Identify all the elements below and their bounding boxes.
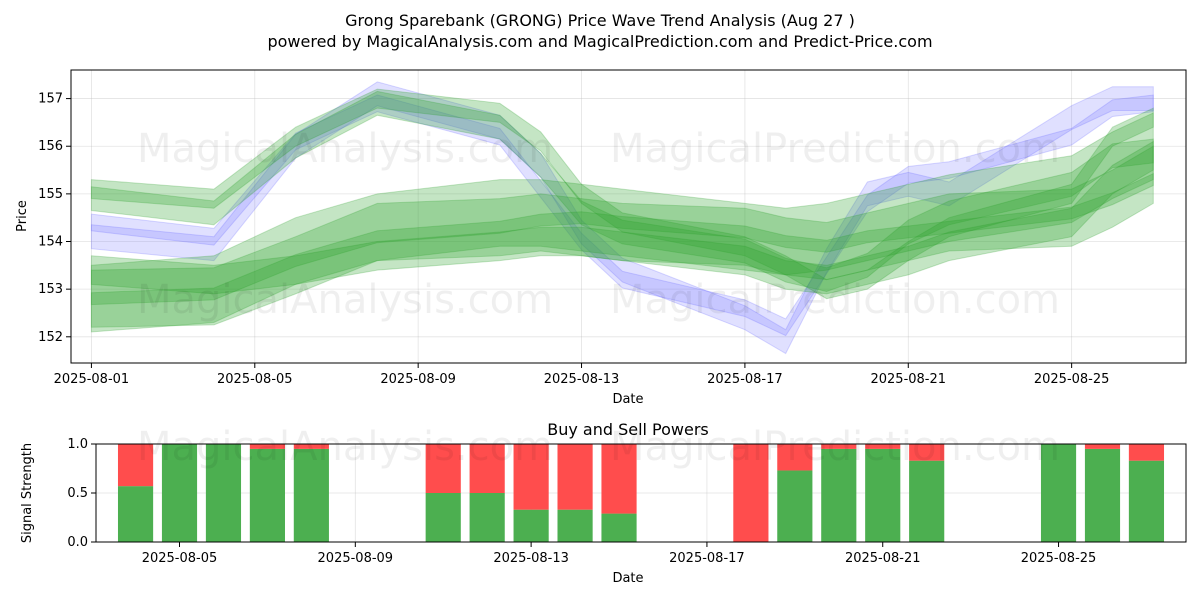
- price-y-label: Price: [15, 200, 30, 232]
- buy-bar: [821, 448, 857, 542]
- signal-x-tick-label: 2025-08-21: [845, 551, 921, 566]
- sell-bar: [865, 444, 901, 449]
- price-y-tick-label: 156: [38, 139, 63, 154]
- sell-bar: [777, 444, 813, 471]
- signal-x-tick-label: 2025-08-25: [1021, 551, 1097, 566]
- signal-bars: [117, 444, 1165, 542]
- watermark-prediction-bottom: MagicalPrediction.com: [610, 424, 1060, 470]
- price-panel: MagicalAnalysis.com MagicalPrediction.co…: [15, 69, 1187, 407]
- buy-bar: [1128, 460, 1165, 542]
- price-x-tick-label: 2025-08-09: [380, 372, 456, 387]
- signal-title: Buy and Sell Powers: [547, 420, 709, 439]
- signal-x-ticks: 2025-08-05 2025-08-09 2025-08-13 2025-08-17…: [142, 542, 1097, 566]
- sell-bar: [425, 444, 461, 493]
- buy-bar: [513, 509, 549, 542]
- price-grid: [71, 70, 1186, 363]
- buy-bar: [909, 460, 945, 542]
- signal-y-ticks: 0.0 0.5 1.0: [67, 437, 96, 550]
- buy-bar: [865, 448, 901, 542]
- price-band-green-4: [90, 172, 1154, 306]
- watermark-prediction-top: MagicalPrediction.com: [610, 126, 1060, 172]
- buy-bar: [161, 444, 198, 542]
- sell-bar: [513, 444, 549, 510]
- price-y-tick-label: 154: [38, 235, 63, 250]
- price-band-blue-1: [90, 94, 1154, 337]
- signal-x-tick-label: 2025-08-17: [669, 551, 745, 566]
- buy-bar: [557, 509, 593, 542]
- buy-bar: [1040, 444, 1077, 542]
- price-x-label: Date: [612, 392, 643, 407]
- watermark-prediction-mid: MagicalPrediction.com: [610, 277, 1060, 323]
- price-band-green-2: [90, 90, 1154, 293]
- price-x-tick-label: 2025-08-01: [54, 372, 130, 387]
- chart-title: Grong Sparebank (GRONG) Price Wave Trend…: [345, 11, 855, 30]
- price-band-blue-0: [90, 81, 1154, 355]
- signal-y-tick-label: 1.0: [67, 437, 88, 452]
- buy-bar: [777, 470, 813, 542]
- buy-bar: [425, 493, 461, 542]
- price-x-tick-label: 2025-08-05: [217, 372, 293, 387]
- signal-y-label: Signal Strength: [20, 443, 35, 543]
- buy-bar: [249, 448, 285, 542]
- price-panel-frame: [70, 69, 1187, 364]
- chart-subtitle: powered by MagicalAnalysis.com and Magic…: [267, 32, 932, 51]
- price-band-green-7: [90, 140, 1154, 295]
- buy-bar: [1084, 448, 1121, 542]
- sell-bar: [1128, 444, 1165, 461]
- buy-bar: [205, 444, 242, 542]
- signal-x-label: Date: [612, 571, 643, 586]
- sell-bar: [601, 444, 637, 514]
- sell-bar: [469, 444, 505, 493]
- sell-bar: [733, 444, 769, 542]
- buy-bar: [469, 493, 505, 542]
- signal-y-tick-label: 0.5: [67, 486, 88, 501]
- price-x-tick-label: 2025-08-25: [1034, 372, 1110, 387]
- watermark-analysis-top: MagicalAnalysis.com: [137, 126, 553, 172]
- price-y-tick-label: 153: [38, 282, 63, 297]
- price-bands: [90, 81, 1154, 355]
- signal-y-tick-label: 0.0: [67, 535, 88, 550]
- price-band-green-3: [90, 88, 1154, 300]
- signal-x-tick-label: 2025-08-05: [142, 551, 218, 566]
- sell-bar: [557, 444, 593, 510]
- price-band-green-6: [90, 112, 1154, 333]
- signal-x-tick-label: 2025-08-13: [493, 551, 569, 566]
- buy-bar: [293, 448, 329, 542]
- price-y-tick-label: 155: [38, 187, 63, 202]
- sell-bar: [821, 444, 857, 449]
- price-y-tick-label: 157: [38, 92, 63, 107]
- buy-bar: [117, 486, 154, 542]
- price-x-tick-label: 2025-08-21: [870, 372, 946, 387]
- sell-bar: [249, 444, 285, 449]
- sell-bar: [117, 444, 154, 487]
- price-x-tick-label: 2025-08-17: [707, 372, 783, 387]
- sell-bar: [1084, 444, 1121, 449]
- buy-bar: [601, 513, 637, 542]
- price-band-green-5: [90, 145, 1154, 328]
- sell-bar: [293, 444, 329, 449]
- signal-panel: Buy and Sell Powers MagicalAnalysis.com …: [20, 420, 1187, 586]
- price-y-ticks: 152 153 154 155 156 157: [38, 92, 71, 345]
- watermark-analysis-mid: MagicalAnalysis.com: [137, 277, 553, 323]
- price-x-tick-label: 2025-08-13: [544, 372, 620, 387]
- price-y-tick-label: 152: [38, 330, 63, 345]
- watermark-analysis-bottom: MagicalAnalysis.com: [137, 424, 553, 470]
- sell-bar: [909, 444, 945, 461]
- signal-x-tick-label: 2025-08-09: [318, 551, 394, 566]
- price-x-ticks: 2025-08-01 2025-08-05 2025-08-09 2025-08-13…: [54, 363, 1110, 387]
